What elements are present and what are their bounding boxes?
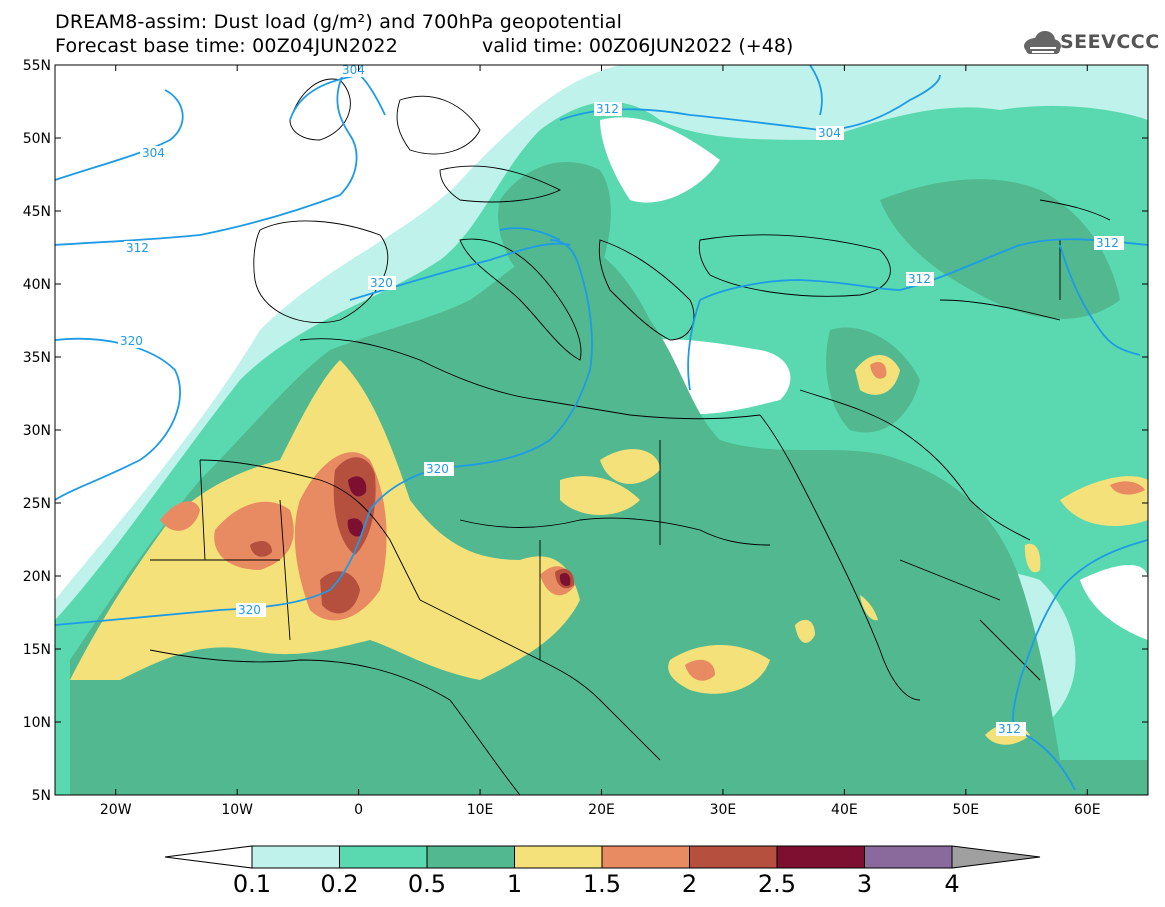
colorbar-label: 2 xyxy=(682,870,697,898)
colorbar-segment xyxy=(689,845,778,869)
contour-label-312-d: 312 xyxy=(906,272,934,286)
svg-text:312: 312 xyxy=(126,241,149,255)
colorbar-segment xyxy=(601,845,690,869)
contour-label-312-a: 312 xyxy=(594,102,622,116)
lat-tick-label: 45N xyxy=(23,204,51,220)
lat-tick-label: 15N xyxy=(23,642,51,658)
svg-text:320: 320 xyxy=(238,603,261,617)
lon-tick-label: 40E xyxy=(831,802,858,818)
colorbar-label: 2.5 xyxy=(758,870,796,898)
contour-label-320-b: 320 xyxy=(118,334,148,348)
colorbar-label: 1.5 xyxy=(583,870,621,898)
colorbar-label: 1 xyxy=(507,870,522,898)
lon-tick-label: 50E xyxy=(952,802,979,818)
lon-tick-label: 30E xyxy=(710,802,737,818)
lon-tick-label: 20W xyxy=(100,802,132,818)
contour-label-304-c: 304 xyxy=(816,126,844,140)
colorbar-label: 4 xyxy=(944,870,959,898)
contour-label-320-a: 320 xyxy=(368,276,396,290)
svg-text:320: 320 xyxy=(120,334,143,348)
colorbar-segment xyxy=(339,845,428,869)
coastlines xyxy=(149,78,1111,795)
contour-label-304-a: 304 xyxy=(340,63,368,77)
contour-label-312-e: 312 xyxy=(996,722,1026,736)
svg-text:320: 320 xyxy=(370,276,393,290)
lat-tick-label: 10N xyxy=(23,715,51,731)
colorbar-segment xyxy=(426,845,515,869)
svg-text:312: 312 xyxy=(998,722,1021,736)
lat-tick-label: 40N xyxy=(23,277,51,293)
lon-tick-label: 60E xyxy=(1074,802,1101,818)
latitude-axis: 55N 50N 45N 40N 35N 30N 25N 20N 15N 10N 5N xyxy=(23,58,1148,804)
colorbar-label: 3 xyxy=(857,870,872,898)
colorbar-label: 0.1 xyxy=(233,870,271,898)
svg-text:304: 304 xyxy=(142,146,165,160)
lat-tick-label: 35N xyxy=(23,350,51,366)
longitude-axis: 20W 10W 0 10E 20E 30E 40E 50E 60E xyxy=(100,65,1101,818)
contour-label-320-c: 320 xyxy=(424,462,454,476)
lat-tick-label: 55N xyxy=(23,58,51,74)
colorbar-label: 0.5 xyxy=(408,870,446,898)
colorbar-segment xyxy=(251,845,340,869)
contour-label-312-b: 312 xyxy=(124,241,154,255)
colorbar: 0.1 0.2 0.5 1 1.5 2 2.5 3 4 xyxy=(164,845,1041,898)
forecast-base-time: Forecast base time: 00Z04JUN2022 xyxy=(55,35,398,57)
map-title: DREAM8-assim: Dust load (g/m²) and 700hP… xyxy=(55,11,623,33)
lat-tick-label: 5N xyxy=(32,788,51,804)
lat-tick-label: 25N xyxy=(23,496,51,512)
contour-label-312-c: 312 xyxy=(1094,236,1124,250)
valid-time: valid time: 00Z06JUN2022 (+48) xyxy=(482,35,794,57)
svg-text:312: 312 xyxy=(908,272,931,286)
lat-tick-label: 30N xyxy=(23,423,51,439)
svg-text:312: 312 xyxy=(596,102,619,116)
lon-tick-label: 10E xyxy=(467,802,494,818)
cloud-icon xyxy=(1024,31,1061,54)
svg-text:304: 304 xyxy=(818,126,841,140)
colorbar-segment xyxy=(514,845,603,869)
contour-label-320-d: 320 xyxy=(236,603,266,617)
logo-text: SEEVCCC xyxy=(1060,31,1160,53)
lon-tick-label: 10W xyxy=(221,802,253,818)
colorbar-label: 0.2 xyxy=(320,870,358,898)
colorbar-segment xyxy=(864,845,953,869)
dust-load-field xyxy=(55,65,1148,795)
lat-tick-label: 20N xyxy=(23,569,51,585)
colorbar-over-triangle xyxy=(951,845,1041,869)
lat-tick-label: 50N xyxy=(23,131,51,147)
lon-tick-label: 20E xyxy=(588,802,615,818)
colorbar-under-triangle xyxy=(164,845,253,869)
svg-text:312: 312 xyxy=(1096,236,1119,250)
svg-text:304: 304 xyxy=(342,63,365,77)
contour-labels: 304 312 304 312 320 320 320 320 312 312 … xyxy=(118,63,1124,736)
svg-text:320: 320 xyxy=(426,462,449,476)
contour-label-304-b: 304 xyxy=(140,146,170,160)
colorbar-segment xyxy=(776,845,865,869)
lon-tick-label: 0 xyxy=(354,802,363,818)
